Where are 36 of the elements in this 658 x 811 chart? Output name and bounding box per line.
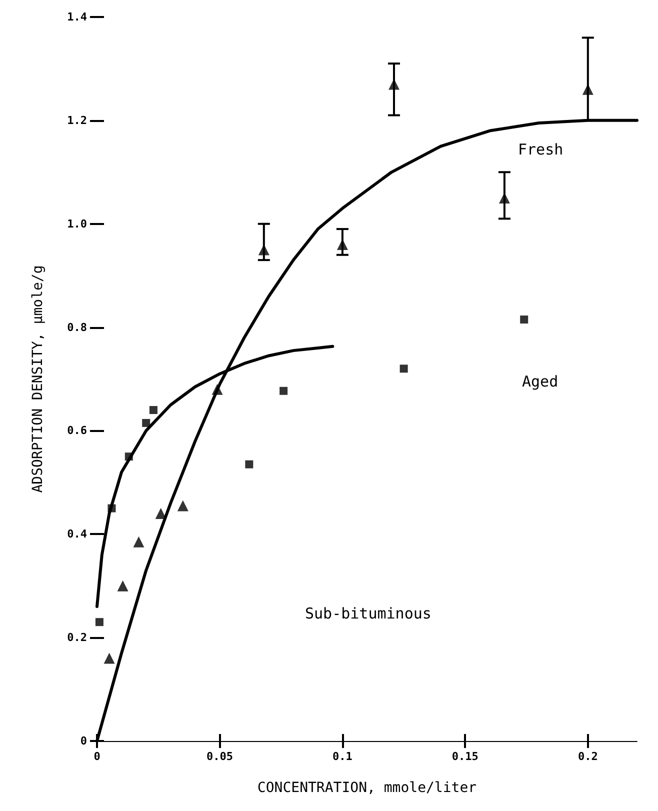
y-axis-title: ADSORPTION DENSITY, µmole/g — [30, 265, 46, 493]
y-tick-label: 1.2 — [67, 114, 87, 127]
y-tick-label: 0 — [80, 734, 87, 748]
x-tick-label: 0.05 — [206, 750, 233, 763]
point — [212, 384, 223, 395]
point — [245, 460, 254, 468]
point — [582, 84, 594, 95]
annotation: Fresh — [518, 140, 564, 158]
x-tick-label: 0.2 — [578, 750, 598, 763]
point — [400, 364, 408, 373]
x-tick-label: 0.1 — [332, 750, 353, 763]
point — [142, 418, 150, 427]
point — [177, 500, 188, 512]
point — [104, 652, 115, 664]
x-tick-label: 0 — [94, 750, 100, 763]
point — [258, 244, 270, 256]
y-tick-label: 0.8 — [67, 320, 87, 334]
y-tick-label: 0.4 — [67, 528, 88, 541]
point — [498, 192, 510, 204]
y-tick-label: 1.0 — [67, 217, 87, 230]
y-tick-label: 0.6 — [67, 424, 88, 438]
y-tick-label: 0.2 — [67, 631, 87, 644]
point — [149, 406, 158, 414]
point — [108, 504, 116, 512]
point — [336, 239, 348, 250]
x-axis-title: CONCENTRATION, mmole/liter — [257, 780, 477, 796]
point — [280, 386, 288, 395]
point — [95, 618, 104, 626]
y-tick-label: 1.4 — [67, 10, 88, 24]
point — [124, 452, 133, 461]
x-tick-label: 0.15 — [452, 750, 478, 763]
point — [133, 536, 144, 548]
annotation: Aged — [522, 372, 558, 390]
point — [520, 316, 528, 324]
annotation: Sub-bituminous — [305, 604, 432, 622]
point — [117, 580, 128, 592]
